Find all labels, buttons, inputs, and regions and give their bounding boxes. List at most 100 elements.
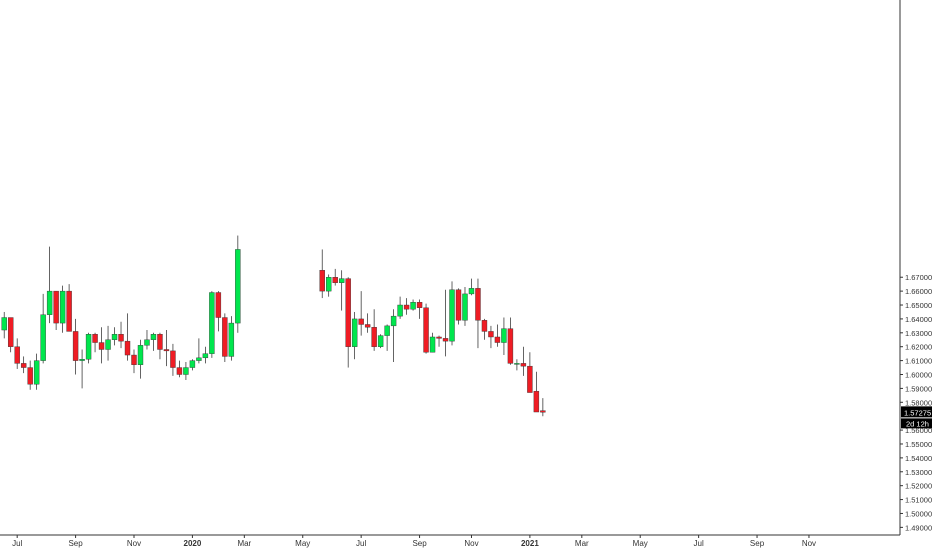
candle-body-down — [488, 331, 494, 338]
candle-body-down — [416, 302, 423, 308]
candle[interactable] — [494, 324, 501, 347]
candle[interactable] — [170, 343, 176, 376]
candle[interactable] — [196, 338, 202, 364]
candle[interactable] — [462, 286, 468, 326]
candle[interactable] — [319, 249, 325, 299]
candle[interactable] — [1, 311, 7, 339]
candle[interactable] — [14, 338, 20, 369]
candle[interactable] — [59, 285, 66, 333]
candle[interactable] — [397, 296, 403, 319]
candle[interactable] — [202, 346, 209, 364]
candle[interactable] — [501, 317, 507, 356]
candle[interactable] — [520, 346, 527, 376]
candle[interactable] — [468, 278, 475, 296]
candle[interactable] — [118, 321, 124, 349]
last-price-tag: 1.57275 2d 12h — [901, 406, 932, 429]
candle[interactable] — [228, 316, 235, 361]
candle[interactable] — [33, 353, 40, 390]
candle[interactable] — [163, 330, 170, 367]
candle[interactable] — [209, 291, 215, 358]
candle[interactable] — [72, 318, 79, 375]
candle[interactable] — [222, 313, 228, 362]
candle[interactable] — [481, 318, 488, 340]
candle[interactable] — [371, 309, 377, 351]
candle[interactable] — [332, 268, 338, 286]
candle[interactable] — [92, 332, 98, 353]
candle[interactable] — [53, 290, 59, 331]
candle[interactable] — [326, 274, 332, 297]
x-tick-label: Nov — [802, 539, 816, 548]
candle-body-down — [371, 327, 377, 347]
x-tick-label: 2020 — [184, 539, 202, 548]
candle[interactable] — [364, 313, 371, 333]
candle[interactable] — [442, 289, 449, 357]
time-axis[interactable]: Jul Sep Nov 2020 Mar May Jul Sep Nov 2021 Mar May Ju… — [12, 535, 816, 548]
candle-body-down — [345, 278, 351, 347]
y-tick-label: 1.54000 — [905, 454, 932, 463]
candle[interactable] — [358, 291, 364, 336]
last-price-label: 1.57275 — [904, 408, 931, 417]
candle[interactable] — [7, 317, 14, 353]
candle[interactable] — [27, 360, 33, 390]
y-tick-label: 1.63000 — [905, 329, 932, 338]
candle[interactable] — [176, 360, 183, 378]
candle[interactable] — [131, 349, 137, 374]
candle-body-down — [358, 318, 364, 325]
candle[interactable] — [157, 332, 163, 360]
candle[interactable] — [46, 246, 53, 324]
candle[interactable] — [410, 299, 416, 311]
candle[interactable] — [66, 284, 72, 332]
candle[interactable] — [507, 317, 514, 365]
candle[interactable] — [137, 339, 144, 379]
candle[interactable] — [540, 398, 546, 417]
candle[interactable] — [416, 299, 423, 319]
candle[interactable] — [85, 332, 92, 364]
candle[interactable] — [345, 277, 351, 368]
candle[interactable] — [533, 371, 540, 413]
y-tick-label: 1.66000 — [905, 287, 932, 296]
y-tick-label: 1.53000 — [905, 468, 932, 477]
candle[interactable] — [377, 334, 384, 349]
candle[interactable] — [403, 298, 410, 315]
candle[interactable] — [79, 349, 85, 389]
candle[interactable] — [455, 288, 462, 325]
candle[interactable] — [189, 359, 196, 371]
candle-body-down — [157, 334, 163, 350]
candle[interactable] — [105, 325, 111, 361]
countdown-tag-bg — [901, 418, 932, 429]
candle-body-down — [364, 324, 371, 328]
candle-body-down — [494, 336, 501, 343]
candle[interactable] — [488, 325, 494, 349]
candle[interactable] — [144, 330, 150, 350]
candle[interactable] — [429, 332, 436, 353]
candle[interactable] — [40, 293, 46, 364]
candle[interactable] — [384, 324, 390, 351]
candle[interactable] — [436, 335, 442, 347]
candle[interactable] — [150, 332, 157, 351]
candle[interactable] — [111, 327, 118, 346]
candle[interactable] — [124, 313, 131, 361]
candle[interactable] — [20, 356, 27, 374]
candle-body-down — [222, 317, 228, 357]
candle[interactable] — [475, 278, 481, 349]
candle[interactable] — [351, 311, 358, 360]
candle[interactable] — [183, 361, 189, 381]
candle[interactable] — [449, 281, 455, 346]
candle-body-up — [196, 357, 202, 361]
candle-body-down — [455, 289, 462, 321]
candle[interactable] — [390, 309, 397, 362]
candle[interactable] — [514, 359, 520, 371]
candle[interactable] — [527, 352, 533, 393]
candle[interactable] — [98, 327, 105, 364]
candle[interactable] — [338, 270, 345, 311]
candle-body-down — [131, 354, 137, 365]
candle-body-up — [137, 345, 144, 365]
candle-body-down — [403, 304, 410, 310]
candle[interactable] — [215, 291, 222, 332]
price-axis[interactable]: 1.49000 1.50000 1.51000 1.52000 1.53000 1.540… — [900, 273, 932, 532]
candle[interactable] — [235, 235, 241, 333]
candle-body-up — [384, 325, 390, 336]
candle[interactable] — [423, 303, 429, 354]
